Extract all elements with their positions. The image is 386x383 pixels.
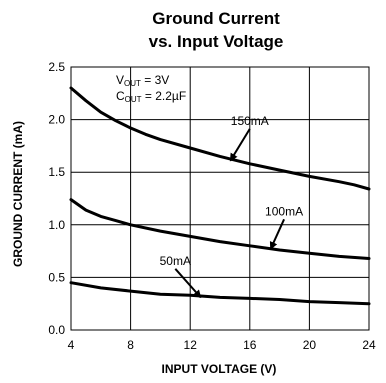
series-line-0 [69,86,371,191]
series-lines [69,86,371,306]
series-line-1 [69,198,371,260]
y-tick-label: 1.0 [48,218,65,232]
series-label-2: 50mA [160,254,191,268]
series-arrow-1 [269,218,285,250]
x-tick-label: 20 [303,338,317,352]
x-tick-label: 8 [127,338,134,352]
annotation-vout-symbol: V [116,73,124,87]
annotation-cout-value: = 2.2µF [142,89,187,103]
annotation-vout: VOUT = 3V [116,73,169,88]
x-tick-label: 12 [184,338,198,352]
x-tick-labels: 4 8 12 16 20 24 [68,338,376,352]
chart-title-line2: vs. Input Voltage [149,32,284,51]
chart-title-line1: Ground Current [152,9,280,28]
series-labels: 150mA 100mA 50mA [160,114,303,299]
y-tick-labels: 0.0 0.5 1.0 1.5 2.0 2.5 [48,60,65,337]
y-tick-label: 0.0 [48,323,65,337]
annotation-cout-subscript: OUT [125,95,142,104]
y-tick-label: 1.5 [48,165,65,179]
y-tick-label: 2.5 [48,60,65,74]
y-tick-label: 2.0 [48,113,65,127]
x-tick-label: 24 [362,338,376,352]
annotation-cout: COUT = 2.2µF [116,89,186,104]
series-label-0: 150mA [231,114,269,128]
series-label-1: 100mA [265,204,303,218]
annotation-vout-subscript: OUT [124,79,141,88]
series-line-2 [69,281,371,306]
annotation-vout-value: = 3V [141,73,169,87]
annotation-cout-symbol: C [116,89,125,103]
grid [71,67,369,330]
y-axis-label: GROUND CURRENT (mA) [11,121,25,267]
plot-area-frame [70,66,370,331]
series-arrow-2 [174,268,202,299]
x-tick-label: 16 [243,338,257,352]
series-arrow-0 [229,128,251,162]
x-tick-label: 4 [68,338,75,352]
x-axis-label: INPUT VOLTAGE (V) [162,362,277,376]
y-tick-label: 0.5 [48,270,65,284]
